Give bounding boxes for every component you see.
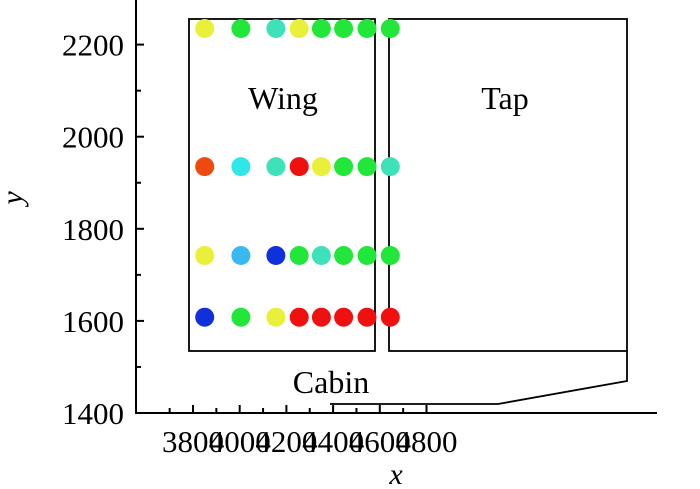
data-point <box>231 307 251 327</box>
data-point <box>357 307 377 327</box>
data-point <box>357 157 377 177</box>
x-tick-label: 4400 <box>302 424 364 459</box>
y-tick-label: 2200 <box>62 28 124 63</box>
data-point <box>266 307 286 327</box>
data-point <box>231 246 251 265</box>
data-point <box>380 246 400 265</box>
wing-region-label: Wing <box>248 80 318 116</box>
wing-region-outline <box>188 18 376 352</box>
data-point <box>311 246 331 265</box>
region-outlines <box>188 18 628 405</box>
data-point <box>380 307 400 327</box>
data-point <box>357 246 377 265</box>
data-point <box>266 157 286 177</box>
data-point <box>311 307 331 327</box>
y-tick-label: 2000 <box>62 120 124 155</box>
data-point <box>195 157 215 177</box>
data-point <box>334 157 354 177</box>
data-point <box>231 19 251 38</box>
y-axis-title: y <box>0 191 29 208</box>
data-point <box>380 19 400 38</box>
x-axis-title: x <box>388 458 403 489</box>
data-point <box>289 246 309 265</box>
data-point <box>289 307 309 327</box>
data-point <box>357 19 377 38</box>
data-point <box>289 19 309 38</box>
cabin-region-outline <box>330 351 628 405</box>
data-point <box>334 307 354 327</box>
data-points <box>195 19 400 327</box>
y-axis-ticks: 1400 1600 1800 2000 2200 <box>62 28 144 431</box>
data-point <box>266 19 286 38</box>
data-point <box>231 157 251 177</box>
y-tick-label: 1600 <box>62 304 124 339</box>
tap-region-label: Tap <box>481 80 529 116</box>
data-point <box>311 157 331 177</box>
data-point <box>195 307 215 327</box>
x-tick-label: 4600 <box>349 424 411 459</box>
y-tick-label: 1400 <box>62 396 124 431</box>
data-point <box>266 246 286 265</box>
data-point <box>334 19 354 38</box>
x-tick-label: 4000 <box>209 424 271 459</box>
data-point <box>289 157 309 177</box>
tap-region-outline <box>388 18 628 352</box>
data-point <box>311 19 331 38</box>
data-point <box>195 19 215 38</box>
x-tick-label: 4200 <box>255 424 317 459</box>
data-point <box>195 246 215 265</box>
data-point <box>380 157 400 177</box>
y-tick-label: 1800 <box>62 212 124 247</box>
x-tick-label: 3800 <box>162 424 224 459</box>
cabin-region-label: Cabin <box>293 364 369 400</box>
data-point <box>334 246 354 265</box>
axes <box>135 0 657 414</box>
x-tick-label: 4800 <box>396 424 458 459</box>
